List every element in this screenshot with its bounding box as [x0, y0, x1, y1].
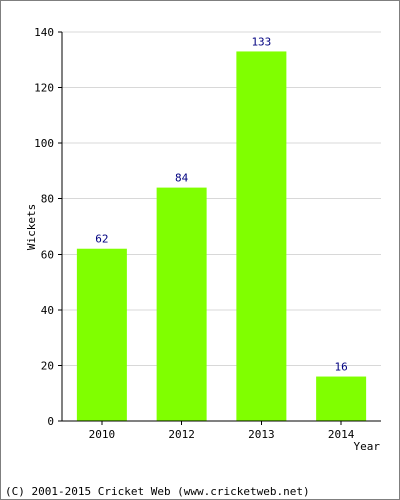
x-tick-label: 2014	[328, 428, 355, 441]
x-axis-title: Year	[354, 440, 381, 453]
y-tick-label: 100	[34, 137, 54, 150]
data-label: 133	[251, 35, 271, 48]
y-tick-label: 120	[34, 82, 54, 95]
y-tick-label: 140	[34, 26, 54, 39]
bar	[236, 51, 287, 421]
bar	[156, 187, 207, 421]
x-tick-label: 2010	[89, 428, 116, 441]
bar	[76, 248, 127, 421]
data-label: 16	[335, 361, 348, 374]
y-tick-label: 60	[41, 248, 54, 261]
data-label: 62	[95, 233, 108, 246]
y-tick-label: 40	[41, 304, 54, 317]
bar-chart: 0 20 40 60 80 100 120 140 62 2010 84 2012 133 2013 16 2…	[25, 26, 381, 453]
y-axis-title: Wickets	[25, 204, 38, 250]
copyright-text: (C) 2001-2015 Cricket Web (www.cricketwe…	[5, 485, 310, 498]
y-tick-label: 80	[41, 193, 54, 206]
y-tick-label: 0	[47, 415, 54, 428]
x-tick-label: 2013	[248, 428, 275, 441]
y-tick-label: 20	[41, 359, 54, 372]
data-label: 84	[175, 172, 189, 185]
x-tick-label: 2012	[168, 428, 195, 441]
bar	[316, 376, 367, 421]
